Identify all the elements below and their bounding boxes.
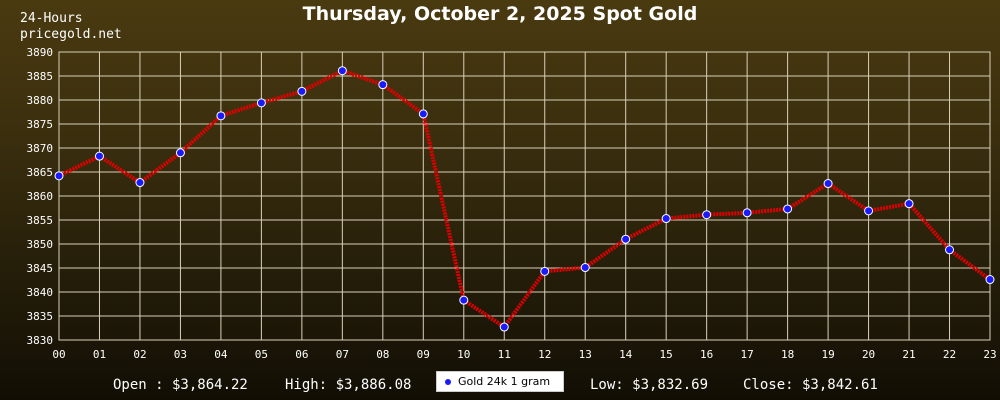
price-point xyxy=(540,266,550,276)
price-point xyxy=(135,178,145,188)
price-point xyxy=(459,295,469,305)
price-point xyxy=(256,98,266,108)
x-tick-label: 00 xyxy=(52,348,65,361)
x-tick-label: 18 xyxy=(781,348,794,361)
x-tick-label: 05 xyxy=(255,348,268,361)
y-tick-label: 3885 xyxy=(27,70,54,83)
x-tick-label: 03 xyxy=(174,348,187,361)
y-tick-label: 3880 xyxy=(27,94,54,107)
x-tick-label: 19 xyxy=(821,348,834,361)
price-point xyxy=(378,80,388,90)
price-point xyxy=(418,109,428,119)
x-tick-label: 22 xyxy=(943,348,956,361)
x-tick-label: 06 xyxy=(295,348,308,361)
y-tick-label: 3840 xyxy=(27,286,54,299)
price-point xyxy=(621,234,631,244)
x-tick-label: 02 xyxy=(133,348,146,361)
price-point xyxy=(216,111,226,121)
price-point xyxy=(661,214,671,224)
price-line xyxy=(58,68,992,330)
price-point xyxy=(499,322,509,332)
x-tick-label: 15 xyxy=(660,348,673,361)
site-label: pricegold.net xyxy=(20,27,122,42)
close-price: Close: $3,842.61 xyxy=(743,377,878,393)
y-tick-label: 3875 xyxy=(27,118,54,131)
price-point xyxy=(580,263,590,273)
x-tick-label: 21 xyxy=(902,348,915,361)
price-point xyxy=(702,210,712,220)
price-point xyxy=(864,206,874,216)
x-tick-label: 01 xyxy=(93,348,106,361)
period-label: 24-Hours xyxy=(20,11,83,26)
x-tick-label: 20 xyxy=(862,348,875,361)
price-point xyxy=(742,208,752,218)
open-price: Open : $3,864.22 xyxy=(113,377,248,393)
y-tick-label: 3865 xyxy=(27,166,54,179)
y-tick-label: 3860 xyxy=(27,190,54,203)
chart-title: Thursday, October 2, 2025 Spot Gold xyxy=(302,3,698,25)
x-tick-label: 07 xyxy=(336,348,349,361)
x-tick-label: 16 xyxy=(700,348,713,361)
x-tick-label: 17 xyxy=(741,348,754,361)
y-tick-label: 3870 xyxy=(27,142,54,155)
legend: Gold 24k 1 gram xyxy=(436,371,564,392)
y-tick-label: 3850 xyxy=(27,238,54,251)
price-point xyxy=(823,179,833,189)
x-tick-label: 12 xyxy=(538,348,551,361)
price-point xyxy=(54,171,64,181)
price-point xyxy=(297,86,307,96)
x-tick-label: 14 xyxy=(619,348,633,361)
price-point xyxy=(945,245,955,255)
x-tick-label: 08 xyxy=(376,348,389,361)
x-tick-label: 09 xyxy=(417,348,430,361)
x-tick-label: 23 xyxy=(983,348,996,361)
x-tick-label: 13 xyxy=(579,348,592,361)
legend-marker-icon xyxy=(445,378,451,385)
price-point xyxy=(175,148,185,158)
legend-label: Gold 24k 1 gram xyxy=(458,375,551,388)
x-tick-label: 10 xyxy=(457,348,470,361)
high-price: High: $3,886.08 xyxy=(285,377,412,393)
low-price: Low: $3,832.69 xyxy=(590,377,709,393)
price-point xyxy=(985,275,995,285)
price-point xyxy=(94,151,104,161)
price-point xyxy=(904,199,914,209)
y-tick-label: 3845 xyxy=(27,262,54,275)
y-tick-label: 3830 xyxy=(27,334,54,347)
x-tick-label: 11 xyxy=(498,348,511,361)
y-tick-label: 3890 xyxy=(27,46,54,59)
price-point xyxy=(783,204,793,214)
y-tick-label: 3835 xyxy=(27,310,54,323)
y-tick-label: 3855 xyxy=(27,214,54,227)
x-tick-label: 04 xyxy=(214,348,228,361)
price-point xyxy=(337,66,347,76)
